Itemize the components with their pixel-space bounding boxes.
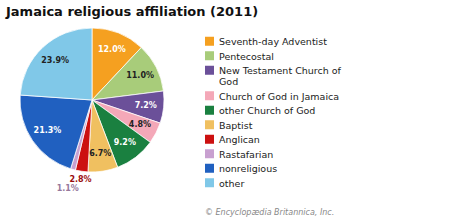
data-label: 11.0% (126, 71, 154, 80)
legend-swatch (205, 51, 214, 60)
legend-label-line: Rastafarian (219, 148, 273, 159)
legend-label: Pentecostal (219, 50, 274, 61)
data-label: 12.0% (98, 45, 126, 54)
data-label: 2.8% (69, 175, 91, 184)
pie-slice (20, 28, 92, 100)
legend-label: Rastafarian (219, 148, 273, 159)
legend-label-line: New Testament Church of (219, 65, 342, 76)
data-label: 21.3% (34, 126, 62, 135)
legend-label: Seventh-day Adventist (219, 36, 327, 47)
legend-swatch (205, 66, 214, 75)
legend-label: other (219, 177, 244, 188)
legend-swatch (205, 178, 214, 187)
legend: Seventh-day Adventist Pentecostal New Test… (205, 36, 342, 189)
data-label: 1.1% (57, 184, 79, 193)
legend-label-line: Pentecostal (219, 50, 274, 61)
background (0, 0, 474, 223)
legend-label-line: God (219, 76, 238, 87)
data-label: 23.9% (41, 56, 69, 65)
title: Jamaica religious affiliation (2011) (5, 4, 258, 19)
legend-swatch (205, 120, 214, 129)
legend-label-line: Baptist (219, 119, 253, 130)
legend-swatch (205, 106, 214, 115)
legend-label-line: other Church of God (219, 105, 315, 116)
data-label: 6.7% (89, 149, 111, 158)
pie-slice (88, 100, 118, 172)
legend-swatch (205, 91, 214, 100)
annotation: © Encyclopædia Britannica, Inc. (205, 208, 334, 217)
legend-label-line: Anglican (219, 134, 260, 145)
legend-label: nonreligious (219, 163, 277, 174)
data-label: 7.2% (135, 101, 157, 110)
legend-label: Church of God in Jamaica (219, 90, 339, 101)
pie (20, 28, 164, 172)
legend-swatch (205, 135, 214, 144)
chart: Jamaica religious affiliation (2011) 12.0… (0, 0, 474, 223)
data-label: 9.2% (114, 138, 136, 147)
legend-label: New Testament Church ofGod (219, 65, 342, 87)
legend-swatch (205, 37, 214, 46)
legend-label-line: Seventh-day Adventist (219, 36, 327, 47)
legend-swatch (205, 149, 214, 158)
legend-label-line: other (219, 177, 244, 188)
legend-label: Baptist (219, 119, 253, 130)
data-labels: 12.0% 11.0% 7.2% 4.8% 9.2%6.7% 2.8%1.1% 21.3% 2… (34, 45, 157, 193)
legend-label: other Church of God (219, 105, 315, 116)
pie-slice (20, 95, 92, 169)
legend-label-line: nonreligious (219, 163, 277, 174)
legend-label-line: Church of God in Jamaica (219, 90, 339, 101)
legend-label: Anglican (219, 134, 260, 145)
legend-swatch (205, 164, 214, 173)
data-label: 4.8% (129, 120, 151, 129)
